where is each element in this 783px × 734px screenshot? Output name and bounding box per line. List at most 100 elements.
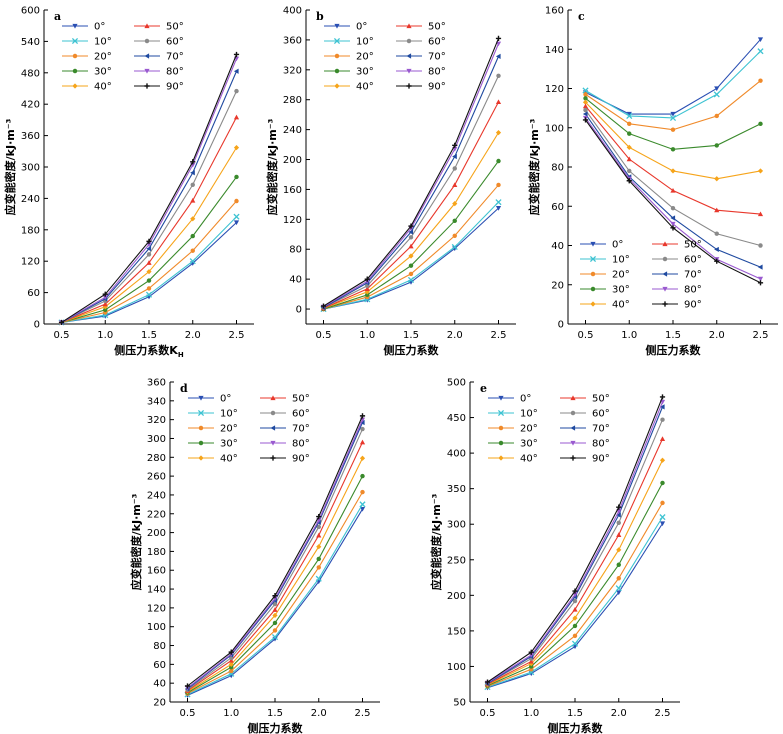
series-line-70deg	[323, 56, 500, 309]
data-point	[496, 182, 501, 188]
y-tick-label: 120	[21, 257, 40, 268]
x-tick-label: 2.0	[709, 330, 725, 341]
data-point	[146, 269, 152, 275]
legend-label: 40°	[520, 454, 538, 465]
legend-label: 50°	[428, 22, 446, 33]
legend-label: 60°	[428, 37, 446, 48]
legend-marker	[662, 256, 668, 262]
y-tick-label: 540	[21, 37, 40, 48]
data-point	[757, 276, 764, 282]
data-point	[228, 661, 234, 667]
data-point	[757, 264, 763, 270]
legend-marker	[406, 83, 412, 89]
panel-label: e	[480, 382, 487, 395]
y-axis-label: 应变能密度/kJ·m⁻³	[129, 493, 143, 590]
data-point	[452, 201, 458, 207]
data-point	[572, 623, 578, 629]
x-tick-label: 1.0	[223, 708, 239, 719]
y-tick-label: 80	[289, 245, 302, 256]
data-point	[190, 216, 196, 222]
data-point	[359, 419, 365, 426]
y-axis-label: 应变能密度/kJ·m⁻³	[429, 493, 443, 590]
legend-label: 0°	[356, 22, 367, 33]
data-point	[670, 221, 676, 227]
data-point	[360, 426, 365, 432]
x-tick-label: 0.5	[316, 330, 332, 341]
legend-label: 20°	[520, 424, 538, 435]
data-point	[408, 243, 414, 249]
data-point	[364, 286, 370, 291]
y-tick-label: 300	[147, 434, 166, 445]
legend-label: 20°	[220, 424, 238, 435]
data-point	[714, 258, 720, 264]
legend-marker	[590, 241, 596, 247]
legend-marker	[570, 410, 576, 416]
y-tick-label: 360	[147, 378, 166, 389]
legend-label: 40°	[220, 454, 238, 465]
legend-marker	[334, 83, 340, 89]
legend-marker	[198, 440, 204, 446]
data-point	[582, 87, 589, 94]
data-point	[359, 455, 366, 461]
x-axis-label: 侧压力系数	[548, 721, 604, 734]
data-point	[145, 291, 153, 298]
data-point	[572, 633, 578, 639]
data-point	[714, 86, 720, 92]
series-line-10deg	[585, 50, 761, 119]
data-point	[571, 640, 579, 647]
legend-marker	[270, 455, 276, 461]
legend-label: 10°	[356, 37, 374, 48]
legend-label: 0°	[612, 240, 623, 251]
data-point	[360, 489, 365, 495]
data-point	[670, 206, 676, 211]
legend-marker	[197, 409, 205, 417]
legend-marker	[570, 395, 576, 401]
data-point	[229, 668, 234, 674]
data-point	[670, 168, 676, 174]
series-line-40deg	[487, 459, 663, 686]
legend-marker	[570, 425, 576, 431]
data-point	[146, 238, 152, 244]
data-point	[670, 127, 676, 132]
data-point	[659, 436, 666, 441]
data-point	[359, 506, 366, 512]
legend-label: 60°	[166, 37, 184, 48]
y-tick-label: 240	[283, 125, 302, 136]
legend-marker	[334, 53, 340, 59]
x-tick-label: 2.0	[447, 330, 463, 341]
data-point	[495, 35, 502, 42]
legend-label: 30°	[220, 439, 238, 450]
data-point	[659, 404, 665, 410]
chart-panel-d: 20 40 60 80 100 120 140 160 180 200 220 240 260 280 30…	[129, 378, 380, 734]
series-line-70deg	[61, 71, 238, 323]
legend-marker	[406, 53, 412, 59]
data-point	[190, 159, 196, 165]
legend-marker	[662, 301, 668, 307]
y-tick-label: 60	[27, 288, 40, 299]
data-point	[616, 520, 621, 526]
legend-label: 80°	[292, 439, 310, 450]
data-point	[190, 197, 196, 203]
y-tick-label: 60	[551, 202, 564, 213]
data-point	[758, 121, 763, 127]
data-point	[408, 271, 414, 277]
y-tick-label: 150	[447, 626, 466, 637]
data-point	[315, 575, 322, 582]
series-line-50deg	[323, 101, 499, 309]
y-tick-label: 480	[21, 68, 40, 79]
y-tick-label: 140	[147, 585, 166, 596]
data-point	[316, 524, 321, 530]
y-tick-label: 160	[147, 566, 166, 577]
series-line-60deg	[187, 428, 364, 691]
data-point	[228, 649, 234, 655]
legend-marker	[72, 68, 78, 74]
y-tick-label: 350	[447, 484, 466, 495]
legend-label: 70°	[292, 424, 310, 435]
legend-label: 40°	[356, 82, 374, 93]
legend: 0° 10° 20° 30° 40° 50° 60° 70° 80° 90°	[324, 22, 446, 93]
data-point	[757, 48, 764, 55]
data-point	[452, 182, 458, 188]
legend: 0° 10° 20° 30° 40° 50° 60° 70° 80° 90°	[488, 394, 610, 465]
legend-marker	[570, 440, 576, 446]
x-tick-label: 2.5	[491, 330, 507, 341]
